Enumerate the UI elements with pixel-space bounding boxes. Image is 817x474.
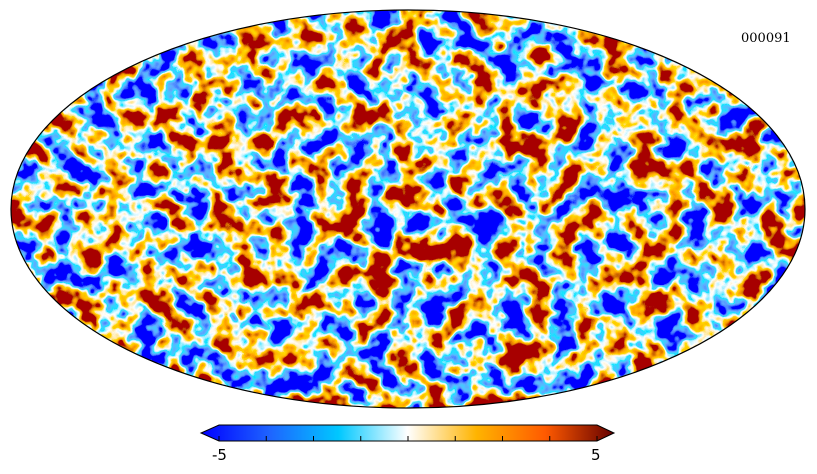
colorbar-min-label: -5	[212, 446, 227, 464]
map-id-label: 000091	[741, 31, 791, 46]
cmb-temperature-field	[11, 10, 805, 408]
colorbar-max-label: 5	[591, 446, 601, 464]
colorbar	[199, 424, 616, 442]
map-outline	[10, 9, 806, 409]
colorbar-ticks	[218, 436, 598, 441]
mollweide-map	[10, 9, 806, 409]
